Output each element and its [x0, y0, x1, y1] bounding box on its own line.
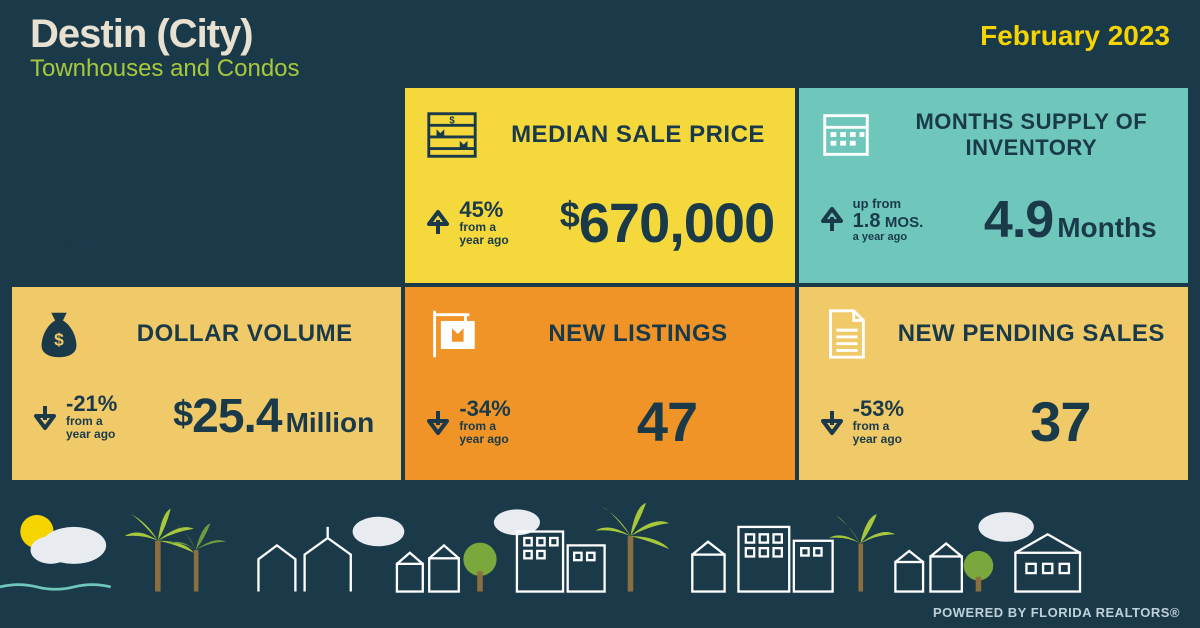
- closed-sales-value: 30: [244, 191, 304, 254]
- pending-sales-change: -53% from a year ago: [817, 397, 937, 445]
- infographic-container: Destin (City) Townhouses and Condos Febr…: [0, 0, 1200, 628]
- closed-sales-pct: -44%: [66, 198, 117, 221]
- arrow-down-icon: [30, 402, 60, 432]
- card-dollar-volume: $ DOLLAR VOLUME -21% from a year ago $25…: [12, 287, 401, 482]
- pending-sales-value: 37: [1030, 390, 1090, 453]
- stats-grid: CLOSED SALES -44% from a year ago 30: [0, 88, 1200, 482]
- header-left: Destin (City) Townhouses and Condos: [30, 12, 300, 83]
- new-listings-change: -34% from a year ago: [423, 397, 543, 445]
- dollar-volume-change: -21% from a year ago: [30, 392, 150, 440]
- new-listings-value: 47: [637, 390, 697, 453]
- abacus-icon: $: [423, 106, 481, 164]
- property-type-subtitle: Townhouses and Condos: [30, 55, 300, 83]
- inventory-change: up from 1.8 MOS. a year ago: [817, 197, 957, 243]
- footer: POWERED BY FLORIDA REALTORS®: [0, 480, 1200, 628]
- card-inventory: MONTHS SUPPLY OF INVENTORY up from 1.8 M…: [799, 88, 1188, 283]
- header: Destin (City) Townhouses and Condos Febr…: [0, 0, 1200, 88]
- arrow-down-icon: [423, 407, 453, 437]
- svg-text:$: $: [450, 115, 456, 126]
- median-price-pct: 45%: [459, 198, 508, 221]
- arrow-up-icon: [423, 208, 453, 238]
- powered-by-text: POWERED BY FLORIDA REALTORS®: [933, 605, 1180, 620]
- median-price-change: 45% from a year ago: [423, 198, 543, 246]
- card-new-listings: NEW LISTINGS -34% from a year ago 47: [405, 287, 794, 482]
- report-date: February 2023: [980, 20, 1170, 52]
- dollar-volume-label: DOLLAR VOLUME: [106, 320, 383, 348]
- inventory-label: MONTHS SUPPLY OF INVENTORY: [893, 109, 1170, 161]
- arrow-down-icon: [817, 407, 847, 437]
- calendar-icon: [817, 106, 875, 164]
- dollar-volume-value: $25.4: [173, 390, 281, 443]
- card-median-price: $ MEDIAN SALE PRICE 45% from a year ago …: [405, 88, 794, 283]
- card-pending-sales: NEW PENDING SALES -53% from a year ago 3…: [799, 287, 1188, 482]
- location-title: Destin (City): [30, 12, 300, 57]
- inventory-value: 4.9: [984, 191, 1053, 249]
- skyline-illustration: [0, 490, 1108, 610]
- card-closed-sales: CLOSED SALES -44% from a year ago 30: [12, 88, 401, 283]
- arrow-down-icon: [30, 208, 60, 238]
- median-price-label: MEDIAN SALE PRICE: [499, 121, 776, 149]
- dollar-volume-pct: -21%: [66, 392, 117, 415]
- new-listings-label: NEW LISTINGS: [499, 320, 776, 348]
- pending-sales-label: NEW PENDING SALES: [893, 320, 1170, 348]
- closed-sales-change: -44% from a year ago: [30, 198, 150, 246]
- arrow-up-icon: [817, 205, 847, 235]
- svg-text:$: $: [54, 330, 64, 350]
- closed-sales-label: CLOSED SALES: [106, 121, 383, 149]
- sign-icon: [423, 305, 481, 363]
- moneybag-icon: $: [30, 305, 88, 363]
- pending-sales-pct: -53%: [853, 397, 904, 420]
- document-icon: [817, 305, 875, 363]
- new-listings-pct: -34%: [459, 397, 510, 420]
- key-icon: [30, 106, 88, 164]
- median-price-value: $670,000: [560, 191, 774, 254]
